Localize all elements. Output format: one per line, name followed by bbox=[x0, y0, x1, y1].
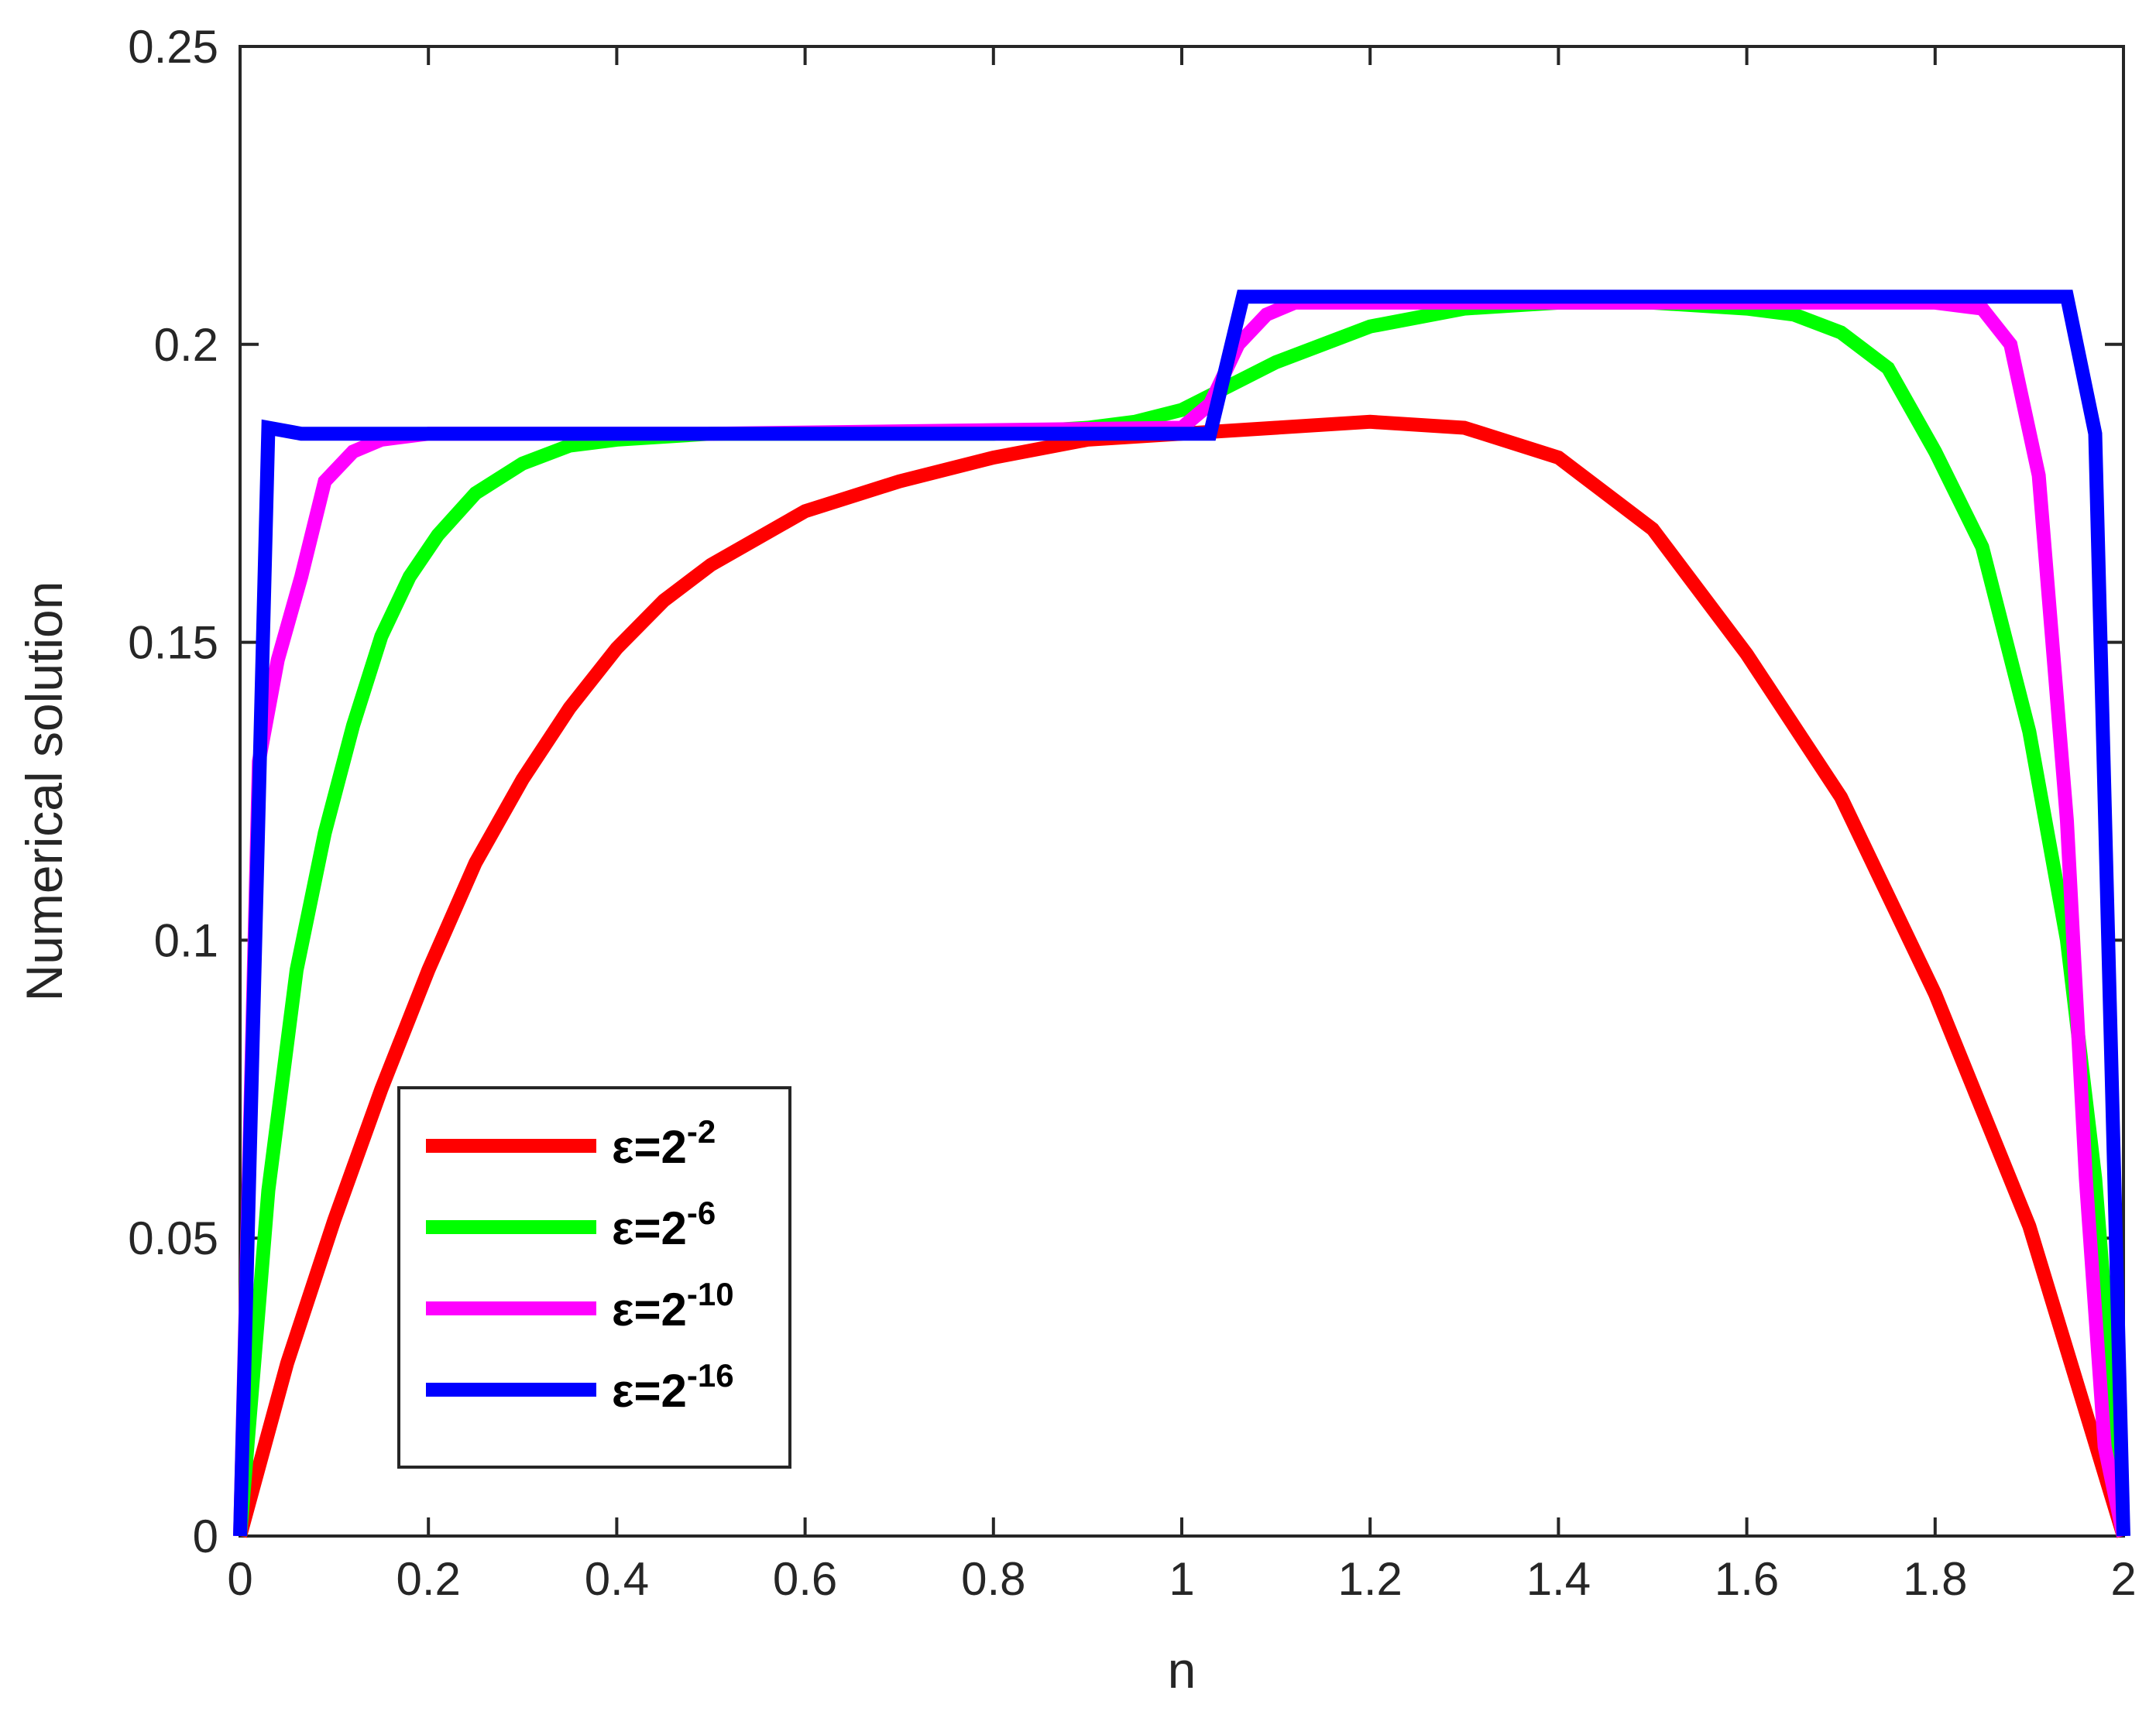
x-tick-label: 0.8 bbox=[961, 1553, 1025, 1605]
series-line-1 bbox=[233, 295, 2130, 1537]
x-tick-label: 2 bbox=[2110, 1553, 2136, 1605]
y-tick-label: 0.25 bbox=[128, 21, 218, 73]
legend: ε=2-2 ε=2-6 ε=2-10 ε=2-16 bbox=[397, 1086, 791, 1469]
y-tick-label: 0.2 bbox=[154, 319, 218, 371]
x-tick-label: 1.4 bbox=[1526, 1553, 1591, 1605]
y-tick-label: 0.15 bbox=[128, 617, 218, 669]
x-tick-label: 0 bbox=[227, 1553, 252, 1605]
y-tick-label: 0.05 bbox=[128, 1212, 218, 1264]
x-tick-label: 1 bbox=[1169, 1553, 1194, 1605]
y-tick-label: 0 bbox=[193, 1510, 218, 1562]
y-tick-label: 0.1 bbox=[154, 914, 218, 966]
legend-label-0: ε=2-2 bbox=[612, 1113, 716, 1173]
legend-label-1: ε=2-6 bbox=[612, 1195, 716, 1254]
x-tick-label: 1.8 bbox=[1903, 1553, 1967, 1605]
series-line-0 bbox=[233, 414, 2130, 1538]
legend-label-3: ε=2-16 bbox=[612, 1357, 734, 1417]
y-axis-label: Numerical solution bbox=[15, 581, 73, 1002]
x-tick-label: 1.2 bbox=[1337, 1553, 1402, 1605]
legend-label-2: ε=2-10 bbox=[612, 1276, 734, 1336]
x-tick-label: 0.6 bbox=[773, 1553, 837, 1605]
x-axis-ticks: 0 0.2 0.4 0.6 0.8 1 1.2 1.4 1.6 1.8 2 bbox=[227, 46, 2137, 1605]
x-tick-label: 0.2 bbox=[396, 1553, 460, 1605]
series-line-2 bbox=[233, 295, 2130, 1538]
series-lines bbox=[233, 290, 2130, 1538]
y-axis-ticks: 0 0.05 0.1 0.15 0.2 0.25 bbox=[128, 21, 2123, 1562]
x-tick-label: 0.4 bbox=[585, 1553, 649, 1605]
x-axis-label: n bbox=[1168, 1641, 1196, 1699]
x-tick-label: 1.6 bbox=[1715, 1553, 1779, 1605]
series-line-3 bbox=[233, 290, 2130, 1537]
